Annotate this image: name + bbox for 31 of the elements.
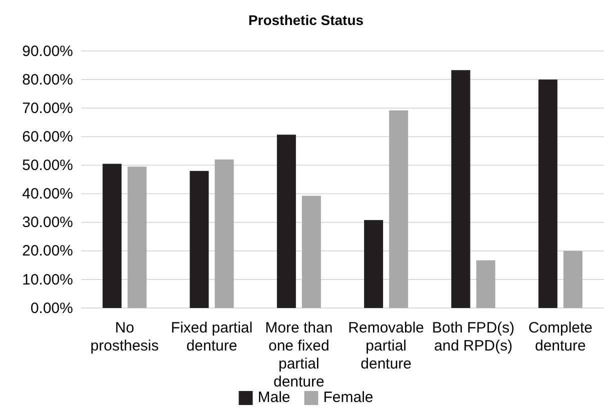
y-tick-label: 80.00%: [22, 71, 73, 88]
x-tick-label: Fixed partial denture: [170, 320, 253, 355]
bar: [214, 160, 234, 308]
x-tick-label: Both FPD(s) and RPD(s): [432, 320, 515, 355]
bar: [302, 196, 321, 308]
y-tick-label: 70.00%: [22, 100, 73, 117]
bar: [563, 250, 582, 308]
bar: [364, 220, 384, 308]
legend-label: Female: [323, 389, 374, 406]
bar: [538, 80, 558, 308]
chart-title: Prosthetic Status: [248, 12, 364, 28]
bar: [128, 166, 147, 308]
y-tick-label: 60.00%: [22, 128, 73, 146]
legend-label: Male: [258, 389, 290, 406]
y-tick-label: 0.00%: [30, 300, 73, 317]
x-tick-label: Complete denture: [528, 320, 593, 355]
y-tick-label: 40.00%: [22, 186, 73, 203]
x-tick-label: No prosthesis: [90, 320, 159, 355]
y-tick-label: 50.00%: [22, 157, 73, 174]
bar: [190, 170, 209, 308]
x-tick-label: More than one fixed partial denture: [265, 320, 333, 391]
bar: [276, 134, 296, 308]
y-tick-label: 20.00%: [22, 242, 73, 260]
y-tick-label: 10.00%: [22, 271, 73, 288]
y-tick-label: 30.00%: [22, 214, 73, 232]
x-tick-label: Removable partial denture: [348, 320, 424, 373]
bar: [451, 70, 470, 308]
bar: [102, 164, 122, 308]
bar: [476, 260, 496, 308]
bar: [389, 110, 408, 308]
y-tick-label: 90.00%: [22, 42, 73, 60]
